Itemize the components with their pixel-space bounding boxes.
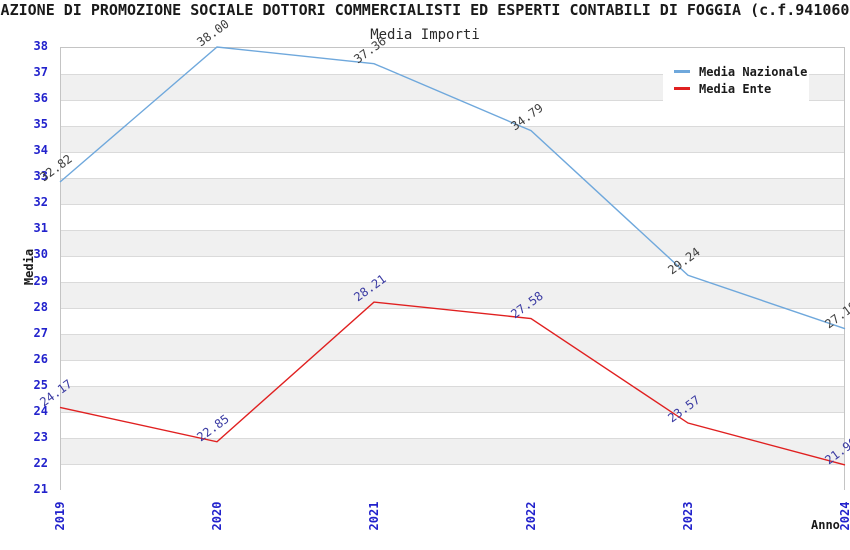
- y-tick-label: 28: [33, 299, 48, 314]
- y-tick-label: 26: [33, 351, 48, 366]
- grid-line: [61, 386, 844, 388]
- grid-line: [61, 464, 844, 466]
- y-tick-label: 22: [33, 455, 48, 470]
- grid-line: [61, 99, 844, 101]
- grid-line: [61, 125, 844, 127]
- grid-line: [61, 255, 844, 257]
- plot-band: [61, 100, 844, 127]
- x-axis-title: Anno: [811, 518, 840, 532]
- y-tick-label: 24: [33, 403, 48, 418]
- y-tick-label: 31: [33, 221, 48, 236]
- y-tick-label: 29: [33, 273, 48, 288]
- series-line-media-nazionale: [59, 46, 846, 330]
- plot-band: [61, 360, 844, 387]
- y-tick-label: 23: [33, 429, 48, 444]
- y-tick-label: 36: [33, 91, 48, 106]
- plot-band: [61, 334, 844, 361]
- legend-label: Media Nazionale: [699, 64, 808, 79]
- y-tick-label: 32: [33, 195, 48, 210]
- y-tick-label: 37: [33, 65, 48, 80]
- y-tick-label: 35: [33, 117, 48, 132]
- grid-line: [61, 360, 844, 362]
- grid-line: [61, 438, 844, 440]
- legend: Media Nazionale Media Ente: [663, 58, 809, 102]
- plot-band: [61, 204, 844, 231]
- y-tick-label: 30: [33, 247, 48, 262]
- grid-line: [61, 73, 844, 75]
- y-tick-label: 27: [33, 325, 48, 340]
- plot-band: [61, 412, 844, 439]
- plot-band: [61, 152, 844, 179]
- grid-line: [61, 229, 844, 231]
- y-tick-label: 33: [33, 169, 48, 184]
- chart-subtitle: Media Importi: [370, 27, 480, 43]
- y-tick-label: 25: [33, 377, 48, 392]
- plot-band: [61, 256, 844, 283]
- grid-line: [61, 177, 844, 179]
- y-tick-label: 21: [33, 482, 48, 496]
- legend-line-swatch: [674, 70, 690, 73]
- plot-band: [61, 438, 844, 465]
- legend-item: Media Ente: [663, 80, 809, 97]
- plot-band: [61, 308, 844, 335]
- legend-line-swatch: [674, 87, 690, 90]
- plot-band: [61, 464, 844, 491]
- series-line-media-ente: [59, 301, 846, 466]
- y-tick-label: 38: [33, 39, 48, 53]
- legend-label: Media Ente: [699, 81, 772, 96]
- grid-line: [61, 151, 844, 153]
- plot-band: [61, 282, 844, 309]
- grid-line: [61, 308, 844, 310]
- plot-band: [61, 386, 844, 413]
- legend-item: Media Nazionale: [663, 63, 809, 80]
- grid-line: [61, 282, 844, 284]
- plot-band: [61, 230, 844, 257]
- grid-line: [61, 334, 844, 336]
- y-tick-label: 34: [33, 143, 48, 158]
- plot-band: [61, 126, 844, 153]
- plot-band: [61, 178, 844, 205]
- chart-title: IAZIONE DI PROMOZIONE SOCIALE DOTTORI CO…: [0, 1, 850, 19]
- grid-line: [61, 203, 844, 205]
- grid-line: [61, 412, 844, 414]
